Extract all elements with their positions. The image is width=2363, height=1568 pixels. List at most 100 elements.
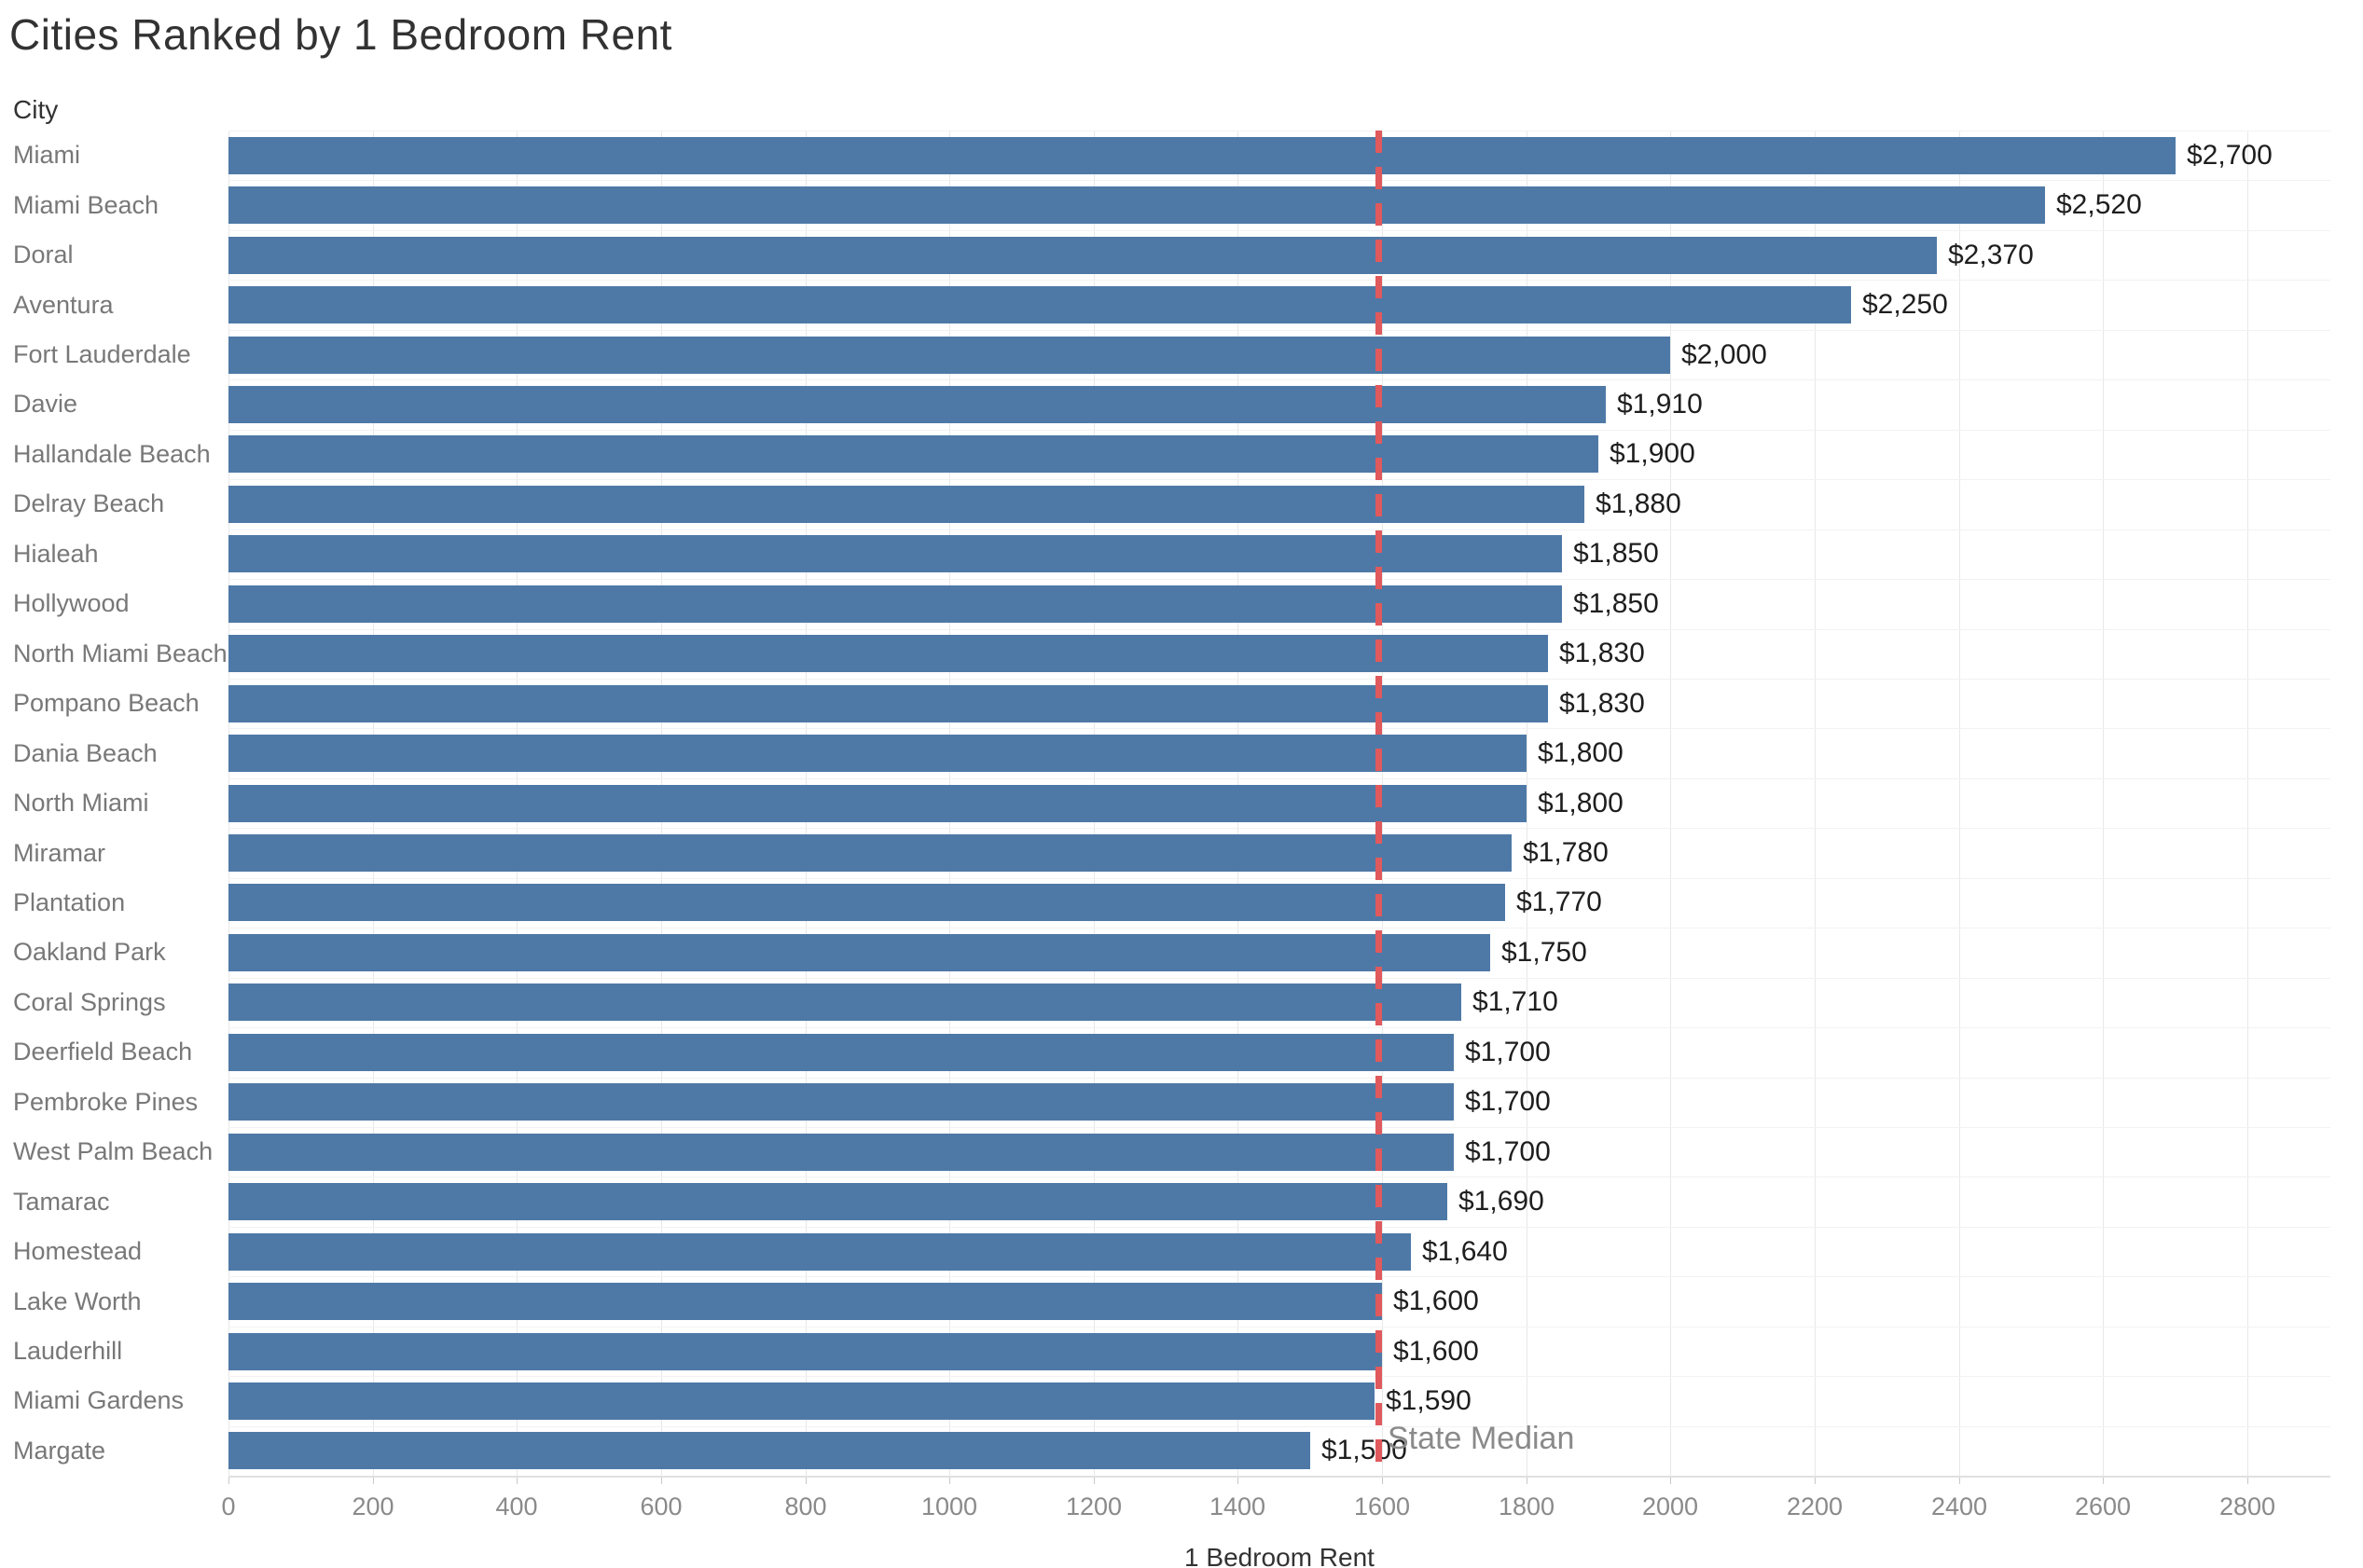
city-label[interactable]: Miramar [13, 838, 105, 867]
x-tick-label: 1600 [1353, 1492, 1411, 1520]
row-divider [228, 280, 2330, 281]
x-axis-tick [806, 1476, 807, 1484]
rent-bar[interactable] [228, 237, 1937, 274]
gridline [1815, 131, 1816, 1476]
value-label: $1,700 [1465, 1136, 1551, 1167]
gridline [2103, 131, 2104, 1476]
row-divider [228, 1127, 2330, 1128]
city-label[interactable]: Fort Lauderdale [13, 340, 191, 369]
value-label: $1,850 [1573, 538, 1659, 569]
city-label[interactable]: Davie [13, 390, 78, 419]
city-label[interactable]: Pembroke Pines [13, 1087, 199, 1116]
value-label: $1,500 [1321, 1435, 1407, 1465]
city-label[interactable]: Plantation [13, 887, 126, 916]
city-label[interactable]: Miami Beach [13, 190, 159, 219]
value-label: $1,640 [1422, 1236, 1508, 1267]
city-label[interactable]: Pompano Beach [13, 689, 200, 718]
x-axis-tick [949, 1476, 950, 1484]
rent-bar[interactable] [228, 834, 1512, 872]
gridline [1670, 131, 1671, 1476]
x-axis-tick [1815, 1476, 1816, 1484]
row-divider [228, 728, 2330, 729]
city-label[interactable]: Doral [13, 241, 74, 269]
x-tick-label: 200 [352, 1492, 394, 1520]
x-axis-tick [2103, 1476, 2104, 1484]
rent-bar[interactable] [228, 435, 1598, 473]
city-label[interactable]: Aventura [13, 290, 114, 319]
city-label[interactable]: Deerfield Beach [13, 1038, 193, 1066]
row-divider [228, 230, 2330, 231]
gridline [2247, 131, 2248, 1476]
value-label: $1,910 [1617, 389, 1703, 420]
rent-bar[interactable] [228, 685, 1548, 722]
x-axis-tick [1670, 1476, 1671, 1484]
city-label[interactable]: West Palm Beach [13, 1137, 214, 1166]
rent-bar[interactable] [228, 884, 1505, 921]
city-label[interactable]: Homestead [13, 1237, 143, 1266]
value-label: $1,780 [1523, 837, 1609, 868]
value-label: $1,600 [1393, 1336, 1479, 1367]
chart-title: Cities Ranked by 1 Bedroom Rent [9, 10, 672, 59]
rent-bar[interactable] [228, 585, 1562, 623]
x-tick-label: 1800 [1498, 1492, 1555, 1520]
rent-bar[interactable] [228, 386, 1606, 423]
rent-bar[interactable] [228, 137, 2176, 174]
rent-bar[interactable] [228, 486, 1584, 523]
row-divider [228, 778, 2330, 779]
city-label[interactable]: Dania Beach [13, 738, 158, 767]
value-label: $1,850 [1573, 588, 1659, 619]
city-label[interactable]: Hialeah [13, 539, 99, 568]
gridline [1959, 131, 1960, 1476]
rent-bar[interactable] [228, 1333, 1382, 1370]
city-label[interactable]: Hallandale Beach [13, 439, 211, 468]
value-label: $2,370 [1948, 240, 2034, 270]
rent-bar[interactable] [228, 337, 1670, 374]
city-label[interactable]: North Miami Beach [13, 639, 228, 667]
value-label: $1,880 [1596, 488, 1681, 519]
value-label: $1,770 [1516, 887, 1602, 917]
city-label[interactable]: Hollywood [13, 589, 130, 618]
city-label[interactable]: Lauderhill [13, 1337, 123, 1366]
x-tick-label: 2000 [1641, 1492, 1699, 1520]
rent-bar[interactable] [228, 1034, 1454, 1071]
city-label[interactable]: Margate [13, 1436, 106, 1465]
state-median-line [1375, 131, 1382, 1476]
row-divider [228, 828, 2330, 829]
rent-bar[interactable] [228, 286, 1851, 323]
rent-bar[interactable] [228, 1432, 1310, 1469]
city-label[interactable]: Miami [13, 141, 80, 170]
row-divider [228, 679, 2330, 680]
city-label[interactable]: Oakland Park [13, 938, 166, 967]
row-divider [228, 878, 2330, 879]
rent-bar[interactable] [228, 1134, 1454, 1171]
city-label[interactable]: Coral Springs [13, 987, 166, 1016]
rent-bar[interactable] [228, 983, 1461, 1021]
value-label: $1,750 [1501, 937, 1587, 968]
city-label[interactable]: Delray Beach [13, 489, 165, 518]
x-axis-line [228, 1476, 2330, 1478]
rent-bar[interactable] [228, 186, 2045, 224]
row-divider [228, 430, 2330, 431]
city-label[interactable]: Miami Gardens [13, 1386, 185, 1415]
x-axis-tick [1237, 1476, 1238, 1484]
rent-bar[interactable] [228, 785, 1527, 822]
rent-bar[interactable] [228, 535, 1562, 572]
rent-bar[interactable] [228, 1233, 1411, 1271]
rent-bar[interactable] [228, 1083, 1454, 1121]
rent-bar[interactable] [228, 1183, 1447, 1220]
city-label[interactable]: Lake Worth [13, 1286, 142, 1315]
city-label[interactable]: Tamarac [13, 1187, 110, 1216]
rent-bar[interactable] [228, 635, 1548, 672]
x-tick-label: 2800 [2218, 1492, 2276, 1520]
city-label[interactable]: North Miami [13, 789, 149, 818]
value-label: $1,830 [1559, 688, 1645, 719]
rent-bar[interactable] [228, 934, 1490, 971]
rent-bar[interactable] [228, 1283, 1382, 1320]
rent-bar[interactable] [228, 735, 1527, 772]
x-axis-tick [1382, 1476, 1383, 1484]
x-axis-tick [1959, 1476, 1960, 1484]
rent-bar[interactable] [228, 1382, 1375, 1420]
x-tick-label: 2400 [1930, 1492, 1988, 1520]
value-label: $1,600 [1393, 1286, 1479, 1316]
